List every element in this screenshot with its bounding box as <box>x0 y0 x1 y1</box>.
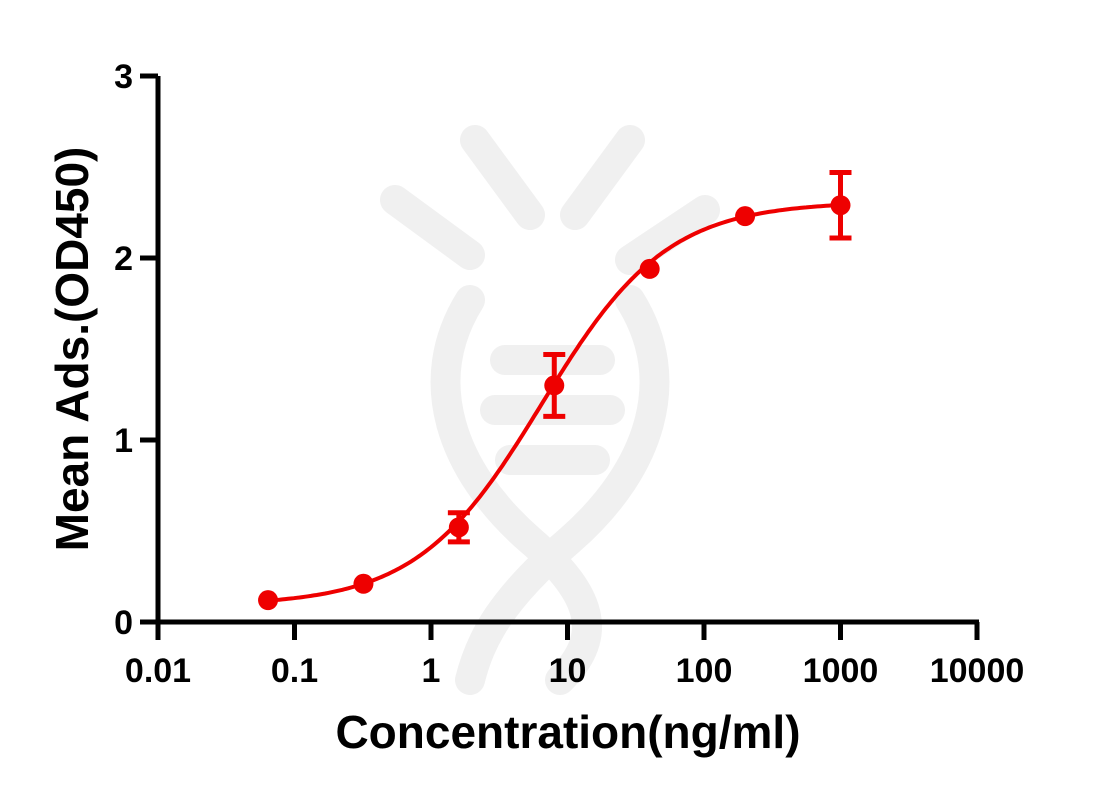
y-tick-label: 0 <box>114 604 133 642</box>
data-point <box>829 169 852 241</box>
x-tick-label: 0.01 <box>125 652 191 690</box>
x-tick-label: 10000 <box>930 652 1025 690</box>
x-tick-label: 100 <box>676 652 733 690</box>
x-ticks: 0.01 0.1 1 10 100 1000 10000 <box>125 622 1024 690</box>
x-axis-title: Concentration(ng/ml) <box>335 706 800 758</box>
data-point <box>639 258 660 279</box>
x-tick-label: 1 <box>422 652 441 690</box>
data-point <box>735 206 756 227</box>
data-point <box>543 351 566 419</box>
dna-watermark-icon <box>380 125 720 695</box>
y-axis-title: Mean Ads.(OD450) <box>46 147 98 552</box>
x-tick-label: 0.1 <box>271 652 318 690</box>
data-point <box>258 590 279 611</box>
y-tick-label: 2 <box>114 240 133 278</box>
data-points <box>258 169 852 611</box>
y-tick-label: 1 <box>114 422 133 460</box>
x-tick-label: 1000 <box>803 652 879 690</box>
y-ticks: 0 1 2 3 <box>114 58 158 642</box>
data-point <box>447 510 470 545</box>
x-tick-label: 10 <box>549 652 587 690</box>
y-tick-label: 3 <box>114 58 133 96</box>
data-point <box>353 573 374 594</box>
